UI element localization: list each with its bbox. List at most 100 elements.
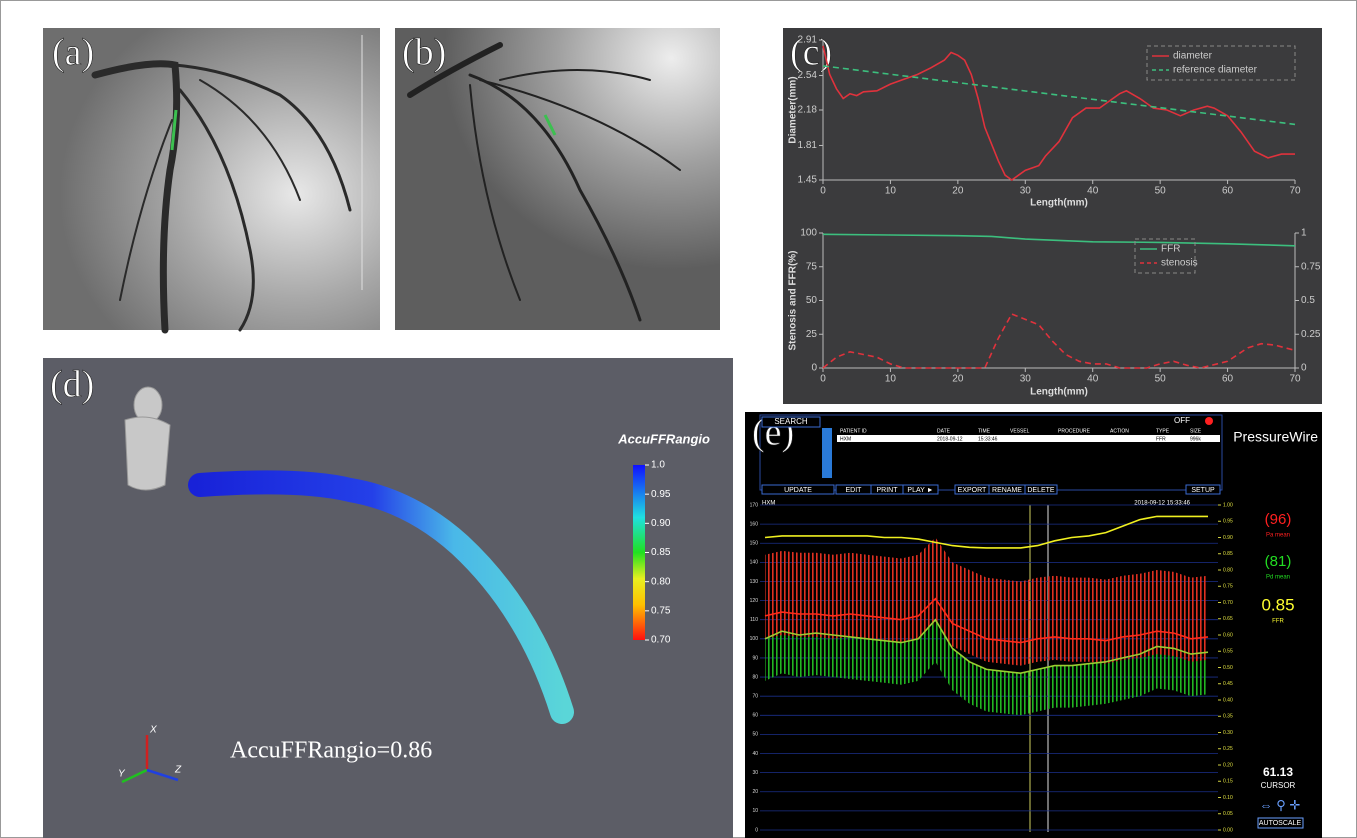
subheader: HXM <box>762 501 775 507</box>
y-tick-label: 40 <box>752 751 758 757</box>
y2-tick-label: 0.65 <box>1223 616 1233 622</box>
column-header: TIME <box>978 428 991 434</box>
x-axis-label: Length(mm) <box>1030 387 1088 398</box>
toolbar-label: PLAY ► <box>907 487 933 494</box>
toolbar-label: EDIT <box>846 487 863 494</box>
readout-label: Pa mean <box>1266 533 1290 539</box>
colorbar-tick-label: 0.90 <box>651 518 671 529</box>
toolbar-label: EXPORT <box>958 487 987 494</box>
y2-tick-label: 0.30 <box>1223 730 1233 736</box>
y-tick-label: 20 <box>752 789 758 795</box>
x-tick-label: 30 <box>1020 186 1032 197</box>
y2-tick-label: 1.00 <box>1223 502 1233 508</box>
annotation: AccuFFRangio=0.86 <box>230 738 432 764</box>
brand: PressureWire <box>1233 429 1318 445</box>
colorbar-tick-label: 0.95 <box>651 489 671 500</box>
x-tick-label: 0 <box>820 186 826 197</box>
y2-tick-label: 0.95 <box>1223 519 1233 525</box>
y2-tick-label: 0.75 <box>1301 261 1321 272</box>
toolbar-label: SETUP <box>1191 487 1215 494</box>
y-tick-label: 30 <box>752 770 758 776</box>
y-tick-label: 50 <box>752 732 758 738</box>
legend-label: stenosis <box>1161 258 1198 269</box>
y2-tick-label: 0.80 <box>1223 567 1233 573</box>
y2-tick-label: 0.25 <box>1223 746 1233 752</box>
toolbar-label: PRINT <box>877 487 899 494</box>
y2-tick-label: 0.25 <box>1301 329 1321 340</box>
x-axis-label: Length(mm) <box>1030 198 1088 209</box>
y-tick-label: 60 <box>752 713 758 719</box>
status: OFF <box>1174 416 1190 425</box>
column-header: SIZE <box>1190 428 1202 434</box>
y2-tick-label: 0.90 <box>1223 535 1233 541</box>
readout-value: (96) <box>1265 511 1292 528</box>
y2-tick-label: 0.55 <box>1223 649 1233 655</box>
axis-name: X <box>149 725 157 736</box>
panel-label: (b) <box>402 32 446 74</box>
x-tick-label: 20 <box>952 374 964 385</box>
y-tick-label: 75 <box>806 261 818 272</box>
y-tick-label: 1.81 <box>798 140 818 151</box>
y-tick-label: 2.54 <box>798 70 818 81</box>
cursor-label: CURSOR <box>1261 781 1296 790</box>
colorbar-title: AccuFFRangio <box>617 431 710 446</box>
colorbar <box>633 465 645 640</box>
row-cell: 2018-09-12 <box>937 436 963 442</box>
search-label: SEARCH <box>774 417 808 426</box>
y2-tick-label: 0.5 <box>1301 295 1315 306</box>
readout-label: FFR <box>1272 619 1284 625</box>
x-tick-label: 20 <box>952 186 964 197</box>
x-tick-label: 30 <box>1020 374 1032 385</box>
scrollbar <box>822 428 832 478</box>
y-tick-label: 1.45 <box>798 175 818 186</box>
y-tick-label: 25 <box>806 329 818 340</box>
x-tick-label: 70 <box>1289 374 1301 385</box>
y2-tick-label: 0 <box>1301 363 1307 374</box>
x-tick-label: 40 <box>1087 186 1099 197</box>
panel-label: (d) <box>50 364 94 406</box>
toolbar-label: RENAME <box>992 487 1022 494</box>
y-tick-label: 100 <box>750 636 759 642</box>
readout-value: (81) <box>1265 553 1292 570</box>
y-axis-label: Diameter(mm) <box>788 76 799 143</box>
column-header: DATE <box>937 428 951 434</box>
row-cell: 15:33:46 <box>978 436 998 442</box>
y2-tick-label: 1 <box>1301 228 1307 239</box>
row-cell: HXM <box>840 436 851 442</box>
column-header: ACTION <box>1110 428 1129 434</box>
column-header: TYPE <box>1156 428 1170 434</box>
chart-panel <box>783 28 1322 404</box>
x-tick-label: 10 <box>885 186 897 197</box>
y-tick-label: 150 <box>750 541 759 547</box>
y2-tick-label: 0.15 <box>1223 779 1233 785</box>
y2-tick-label: 0.70 <box>1223 600 1233 606</box>
tool-icons[interactable]: ⇔ ⚲ ✛ <box>1260 797 1301 812</box>
y-tick-label: 50 <box>806 295 818 306</box>
x-tick-label: 40 <box>1087 374 1099 385</box>
y-tick-label: 90 <box>752 655 758 661</box>
y2-tick-label: 0.45 <box>1223 681 1233 687</box>
x-tick-label: 0 <box>820 374 826 385</box>
y-tick-label: 80 <box>752 674 758 680</box>
y2-tick-label: 0.85 <box>1223 551 1233 557</box>
legend-label: reference diameter <box>1173 65 1258 76</box>
colorbar-tick-label: 0.85 <box>651 547 671 558</box>
subheader: 2018-09-12 15:33:46 <box>1134 501 1190 507</box>
y-tick-label: 0 <box>755 827 758 833</box>
y2-tick-label: 0.00 <box>1223 827 1233 833</box>
x-tick-label: 60 <box>1222 374 1234 385</box>
toolbar-label: UPDATE <box>784 487 812 494</box>
x-tick-label: 70 <box>1289 186 1301 197</box>
y2-tick-label: 0.60 <box>1223 632 1233 638</box>
readout-label: Pd mean <box>1266 575 1290 581</box>
y2-tick-label: 0.05 <box>1223 811 1233 817</box>
y2-tick-label: 0.10 <box>1223 795 1233 801</box>
colorbar-tick-label: 0.75 <box>651 605 671 616</box>
y-tick-label: 2.91 <box>798 35 818 46</box>
y-axis-label: Stenosis and FFR(%) <box>788 250 799 350</box>
y2-tick-label: 0.40 <box>1223 697 1233 703</box>
autoscale-label: AUTOSCALE <box>1259 820 1302 827</box>
cursor-value: 61.13 <box>1263 765 1293 779</box>
y2-tick-label: 0.50 <box>1223 665 1233 671</box>
x-tick-label: 10 <box>885 374 897 385</box>
